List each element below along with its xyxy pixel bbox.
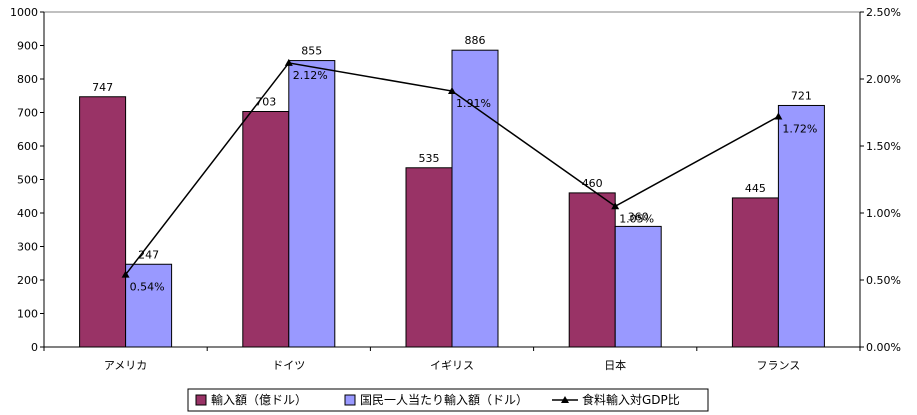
bar: [79, 96, 127, 348]
line-point-marker: [121, 270, 130, 278]
right-tick-label: 1.00%: [866, 207, 901, 220]
bar: [614, 225, 662, 348]
legend-swatch-per-capita: [344, 394, 356, 406]
x-axis: アメリカ ドイツ イギリス 日本 フランス: [43, 346, 861, 372]
left-tick-label: 800: [17, 73, 38, 86]
bar-value-label: 445: [745, 182, 766, 195]
left-tick-label: 600: [17, 140, 38, 153]
bar: [288, 60, 336, 348]
bar: [731, 197, 779, 348]
bar-value-label: 886: [465, 34, 486, 47]
right-tick-label: 0.50%: [866, 274, 901, 287]
bar: [568, 192, 616, 348]
legend-marker-gdp: [561, 396, 569, 403]
left-tick-label: 0: [31, 341, 38, 354]
x-tick-label: アメリカ: [104, 359, 147, 372]
line-value-label: 1.05%: [619, 212, 654, 225]
left-tick-label: 700: [17, 107, 38, 120]
line-value-label: 1.72%: [782, 123, 817, 136]
left-tick-label: 900: [17, 40, 38, 53]
bar-value-label: 535: [419, 152, 440, 165]
bar: [242, 110, 290, 348]
left-tick-label: 400: [17, 207, 38, 220]
line-point-marker: [448, 87, 456, 95]
bar-value-label: 360: [628, 210, 649, 223]
line-value-label: 2.12%: [293, 69, 328, 82]
x-tick-label: ドイツ: [272, 359, 305, 372]
right-tick-label: 1.50%: [866, 140, 901, 153]
legend-box: [187, 388, 709, 412]
bar-value-label: 855: [301, 45, 322, 58]
line-value-label: 1.91%: [456, 97, 491, 110]
legend-label-gdp: 食料輸入対GDP比: [582, 392, 680, 407]
legend-label-per-capita: 国民一人当たり輸入額（ドル）: [360, 392, 528, 407]
legend: 輸入額（億ドル） 国民一人当たり輸入額（ドル） 食料輸入対GDP比: [187, 388, 709, 412]
left-tick-label: 500: [17, 174, 38, 187]
legend-swatch-imports: [195, 394, 207, 406]
x-tick-label: 日本: [604, 358, 626, 372]
left-axis: 0 100 200 300 400 500 600 700 800 900 1000: [10, 6, 45, 354]
x-tick-label: フランス: [757, 359, 801, 372]
bar: [405, 167, 453, 348]
line-series: 0.54% 2.12% 1.91% 1.05% 1.72%: [121, 58, 817, 294]
bar: [125, 263, 173, 348]
x-tick-label: イギリス: [430, 359, 474, 372]
bar-value-label: 460: [582, 177, 603, 190]
left-tick-label: 1000: [10, 6, 38, 19]
line-point-marker: [611, 202, 620, 210]
bar-value-label: 747: [92, 81, 113, 94]
line-point-marker: [284, 58, 293, 66]
line-value-label: 0.54%: [130, 281, 165, 294]
right-tick-label: 2.00%: [866, 73, 901, 86]
line-point-marker: [774, 112, 783, 120]
bar: [777, 104, 825, 348]
bar-value-label: 721: [791, 89, 812, 102]
left-tick-label: 200: [17, 274, 38, 287]
left-tick-label: 100: [17, 308, 38, 321]
left-tick-label: 300: [17, 241, 38, 254]
right-axis: 0.00% 0.50% 1.00% 1.50% 2.00% 2.50%: [859, 6, 901, 354]
right-tick-label: 0.00%: [866, 341, 901, 354]
bar: [451, 49, 499, 348]
right-tick-label: 2.50%: [866, 6, 901, 19]
legend-label-imports: 輸入額（億ドル）: [211, 392, 307, 407]
